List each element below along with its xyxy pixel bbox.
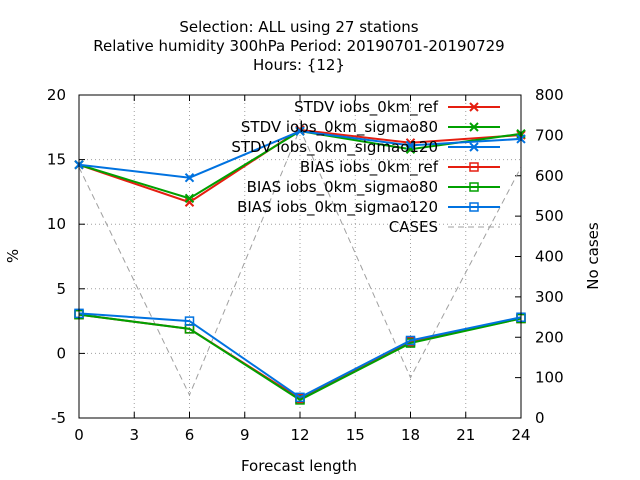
legend-label: BIAS iobs_0km_sigmao80	[247, 178, 438, 197]
y-tick-label: 15	[47, 151, 66, 169]
x-axis-label: Forecast length	[241, 457, 357, 475]
y2-tick-label: 300	[535, 288, 564, 306]
x-tick-label: 6	[185, 426, 195, 444]
legend-label: STDV iobs_0km_ref	[294, 98, 439, 117]
y2-tick-label: 600	[535, 167, 564, 185]
data-point	[295, 126, 305, 136]
title-line-2: Relative humidity 300hPa Period: 2019070…	[93, 37, 504, 55]
data-point	[184, 172, 195, 183]
x-tick-label: 18	[401, 426, 420, 444]
y2-tick-label: 800	[535, 86, 564, 104]
y-tick-label: 10	[47, 215, 66, 233]
data-point	[405, 140, 416, 151]
legend-label: STDV iobs_0km_sigmao120	[231, 138, 438, 157]
chart-title: Selection: ALL using 27 stations Relativ…	[93, 18, 504, 74]
y2-axis-label: No cases	[584, 222, 602, 290]
legend-entry: STDV iobs_0km_sigmao80	[241, 118, 500, 137]
data-point	[405, 335, 416, 346]
title-line-1: Selection: ALL using 27 stations	[179, 18, 418, 36]
series-line	[78, 312, 522, 399]
plot-frame	[78, 94, 522, 419]
legend-entry: STDV iobs_0km_ref	[294, 98, 500, 117]
legend-entry: BIAS iobs_0km_sigmao80	[247, 178, 500, 197]
data-point	[469, 202, 479, 212]
series-2	[74, 126, 526, 183]
legend-entry: BIAS iobs_0km_ref	[300, 158, 500, 177]
legend-label: CASES	[389, 218, 438, 236]
y2-tick-label: 400	[535, 248, 564, 266]
legend-label: STDV iobs_0km_sigmao80	[241, 118, 438, 137]
x-tick-label: 15	[346, 426, 365, 444]
y-tick-label: -5	[51, 409, 66, 427]
x-tick-label: 9	[240, 426, 250, 444]
x-tick-label: 24	[511, 426, 530, 444]
y-tick-label: 5	[56, 280, 66, 298]
data-point	[295, 392, 305, 403]
legend-entry: BIAS iobs_0km_sigmao120	[237, 198, 500, 217]
legend-label: BIAS iobs_0km_ref	[300, 158, 439, 177]
data-point	[469, 122, 479, 132]
series-4	[74, 309, 526, 405]
x-tick-label: 12	[290, 426, 309, 444]
data-point	[184, 193, 195, 204]
series-line	[78, 313, 522, 402]
title-line-3: Hours: {12}	[253, 56, 345, 74]
data-point	[184, 316, 195, 326]
x-tick-label: 21	[456, 426, 475, 444]
data-point	[469, 182, 479, 192]
y2-tick-label: 700	[535, 126, 564, 144]
series-3	[74, 309, 526, 404]
data-point	[469, 162, 479, 172]
plot-series	[74, 125, 526, 405]
axis-ticks: 0 3 6 9 12 15 18 21 24-5051015200100200300400500…	[47, 86, 564, 444]
data-point	[405, 144, 416, 154]
legend-entry: CASES	[389, 218, 500, 236]
y-tick-label: 0	[56, 344, 66, 362]
y2-tick-label: 200	[535, 328, 564, 346]
y2-tick-label: 500	[535, 207, 564, 225]
y2-tick-label: 100	[535, 369, 564, 387]
legend-label: BIAS iobs_0km_sigmao120	[237, 198, 438, 217]
legend-entry: STDV iobs_0km_sigmao120	[231, 138, 500, 157]
data-point	[469, 142, 479, 152]
data-point	[184, 197, 195, 207]
y2-tick-label: 0	[535, 409, 545, 427]
data-point	[469, 102, 479, 112]
x-tick-label: 3	[129, 426, 139, 444]
grid	[79, 95, 521, 418]
y-tick-label: 20	[47, 86, 66, 104]
x-tick-label: 0	[74, 426, 84, 444]
y-axis-label: %	[4, 249, 22, 263]
